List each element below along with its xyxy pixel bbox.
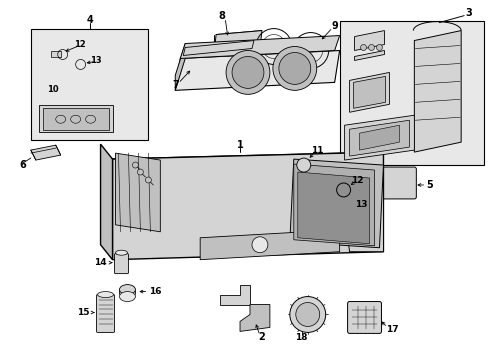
Text: 10: 10 xyxy=(47,85,59,94)
Circle shape xyxy=(225,50,269,94)
Text: 2: 2 xyxy=(258,332,265,342)
Circle shape xyxy=(360,45,366,50)
Circle shape xyxy=(296,158,310,172)
Text: 3: 3 xyxy=(465,8,471,18)
Circle shape xyxy=(272,46,316,90)
Polygon shape xyxy=(180,36,339,58)
Text: 15: 15 xyxy=(77,308,90,317)
Text: 7: 7 xyxy=(172,80,178,90)
Ellipse shape xyxy=(119,285,135,294)
Polygon shape xyxy=(175,50,339,90)
Polygon shape xyxy=(240,305,269,332)
Circle shape xyxy=(251,237,267,253)
Circle shape xyxy=(145,177,151,183)
Polygon shape xyxy=(115,153,160,232)
Text: 16: 16 xyxy=(149,287,161,296)
Polygon shape xyxy=(354,31,384,50)
Text: 1: 1 xyxy=(236,140,243,150)
Polygon shape xyxy=(108,152,383,182)
Text: 14: 14 xyxy=(94,258,107,267)
Polygon shape xyxy=(200,230,339,260)
FancyBboxPatch shape xyxy=(31,28,148,140)
Polygon shape xyxy=(354,50,384,60)
Circle shape xyxy=(295,302,319,327)
FancyBboxPatch shape xyxy=(347,302,381,333)
Polygon shape xyxy=(175,44,185,90)
Circle shape xyxy=(368,45,374,50)
Circle shape xyxy=(278,53,310,84)
Polygon shape xyxy=(101,144,112,260)
Polygon shape xyxy=(31,145,61,160)
Polygon shape xyxy=(39,105,112,132)
Circle shape xyxy=(376,45,382,50)
Text: 18: 18 xyxy=(295,333,307,342)
Polygon shape xyxy=(413,31,460,152)
Polygon shape xyxy=(51,51,61,58)
Polygon shape xyxy=(214,31,262,53)
Text: 5: 5 xyxy=(425,180,432,190)
Text: 4: 4 xyxy=(86,15,93,24)
FancyBboxPatch shape xyxy=(372,167,415,199)
Text: 13: 13 xyxy=(90,56,101,65)
Polygon shape xyxy=(349,72,388,112)
Polygon shape xyxy=(353,76,385,108)
Polygon shape xyxy=(339,175,383,252)
Text: 6: 6 xyxy=(20,160,26,170)
Polygon shape xyxy=(293,164,374,246)
Polygon shape xyxy=(349,120,408,156)
Ellipse shape xyxy=(98,292,113,298)
Circle shape xyxy=(232,57,264,88)
Polygon shape xyxy=(289,159,383,248)
Polygon shape xyxy=(42,108,108,130)
Text: 13: 13 xyxy=(355,201,367,210)
Text: 9: 9 xyxy=(330,21,337,31)
Circle shape xyxy=(137,169,143,175)
Circle shape xyxy=(289,297,325,332)
Polygon shape xyxy=(183,41,253,55)
Text: 11: 11 xyxy=(311,145,324,154)
Text: 8: 8 xyxy=(218,11,225,21)
FancyBboxPatch shape xyxy=(339,21,483,165)
Polygon shape xyxy=(344,115,413,160)
Polygon shape xyxy=(112,152,383,260)
Polygon shape xyxy=(220,285,249,305)
Circle shape xyxy=(132,162,138,168)
Text: 12: 12 xyxy=(350,176,363,185)
Ellipse shape xyxy=(119,292,135,302)
FancyBboxPatch shape xyxy=(96,294,114,332)
Polygon shape xyxy=(359,125,399,150)
Text: 12: 12 xyxy=(74,40,85,49)
Polygon shape xyxy=(297,172,369,244)
Ellipse shape xyxy=(115,250,127,255)
FancyBboxPatch shape xyxy=(114,254,128,274)
Text: 17: 17 xyxy=(386,325,398,334)
